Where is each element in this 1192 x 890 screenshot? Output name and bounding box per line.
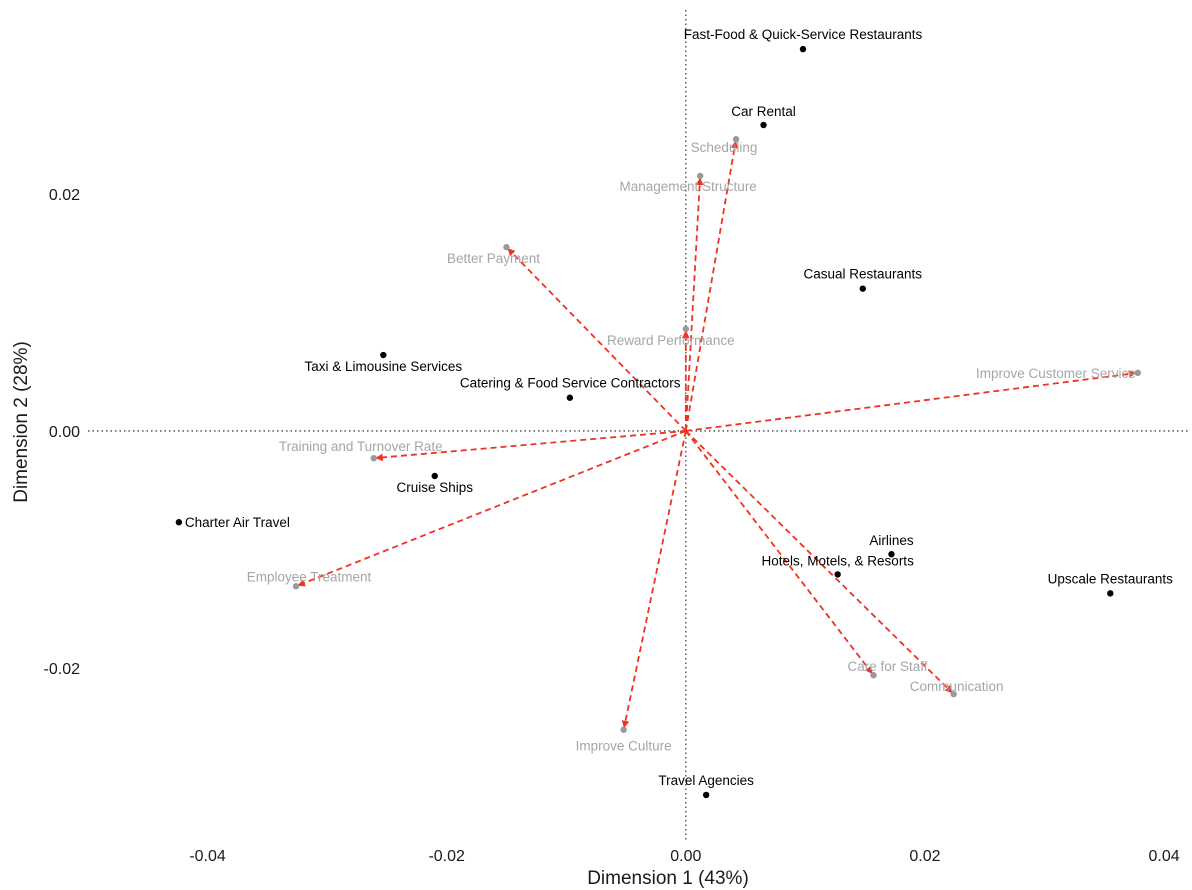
x-axis-title: Dimension 1 (43%) bbox=[587, 868, 749, 889]
column-point-employee-treatment bbox=[292, 583, 300, 590]
row-point-cruise-ships bbox=[431, 472, 438, 480]
column-points bbox=[292, 136, 1141, 733]
column-point-communication bbox=[950, 690, 957, 698]
row-label-hotels-motels-resorts: Hotels, Motels, & Resorts bbox=[762, 553, 915, 568]
arrow-care-for-staff bbox=[685, 430, 873, 675]
x-tick-label: -0.02 bbox=[428, 848, 465, 865]
column-point-training-and-turnover-rate bbox=[370, 455, 377, 462]
y-tick-label: -0.02 bbox=[44, 661, 81, 678]
row-label-casual-restaurants: Casual Restaurants bbox=[804, 267, 923, 282]
column-labels: Scheduling Management Structure Better Pay… bbox=[247, 140, 1136, 753]
x-tick-label: 0.02 bbox=[909, 848, 940, 865]
column-point-reward-performance bbox=[682, 325, 690, 333]
arrow-communication bbox=[685, 430, 953, 694]
row-point-car-rental bbox=[760, 121, 767, 129]
column-point-care-for-staff bbox=[870, 671, 877, 679]
row-point-travel-agencies bbox=[702, 791, 710, 799]
arrow-management-structure bbox=[684, 177, 704, 431]
row-label-fast-food-quick-service-restaurants: Fast-Food & Quick-Service Restaurants bbox=[684, 27, 923, 42]
y-axis-ticks: -0.02 0.00 0.02 bbox=[44, 187, 81, 678]
column-point-improve-customer-service bbox=[1134, 369, 1141, 377]
column-point-improve-culture bbox=[620, 726, 627, 733]
column-label-improve-culture: Improve Culture bbox=[576, 739, 672, 754]
row-point-fast-food-quick-service-restaurants bbox=[799, 45, 807, 53]
column-label-better-payment: Better Payment bbox=[447, 251, 540, 266]
row-label-cruise-ships: Cruise Ships bbox=[396, 480, 473, 495]
x-tick-label: 0.04 bbox=[1149, 848, 1180, 865]
reference-lines bbox=[88, 10, 1188, 840]
row-labels: Fast-Food & Quick-Service Restaurants Car… bbox=[185, 27, 1173, 788]
row-point-catering-food-service-contractors bbox=[566, 394, 574, 401]
column-label-care-for-staff: Care for Staff bbox=[848, 659, 928, 674]
arrow-better-payment bbox=[507, 248, 687, 432]
row-point-upscale-restaurants bbox=[1107, 590, 1114, 597]
arrow-improve-customer-service bbox=[685, 370, 1137, 432]
row-label-travel-agencies: Travel Agencies bbox=[658, 773, 754, 788]
x-tick-label: 0.00 bbox=[670, 848, 701, 865]
column-label-improve-customer-service: Improve Customer Service bbox=[976, 366, 1136, 381]
column-label-scheduling: Scheduling bbox=[691, 140, 758, 155]
row-point-hotels-motels-resorts bbox=[834, 571, 841, 578]
row-point-airlines bbox=[888, 551, 895, 558]
column-label-reward-performance: Reward Performance bbox=[607, 333, 735, 348]
row-label-upscale-restaurants: Upscale Restaurants bbox=[1048, 571, 1174, 586]
column-label-management-structure: Management Structure bbox=[620, 179, 757, 194]
row-label-airlines: Airlines bbox=[869, 533, 914, 548]
arrow-improve-culture bbox=[621, 430, 687, 729]
arrow-training-and-turnover-rate bbox=[375, 430, 686, 462]
y-tick-label: 0.00 bbox=[49, 424, 80, 441]
row-points bbox=[175, 45, 1114, 799]
column-point-better-payment bbox=[503, 243, 510, 251]
column-label-communication: Communication bbox=[910, 679, 1004, 694]
row-label-charter-air-travel: Charter Air Travel bbox=[185, 515, 290, 530]
y-tick-label: 0.02 bbox=[49, 187, 80, 204]
column-point-scheduling bbox=[732, 136, 740, 143]
column-label-employee-treatment: Employee Treatment bbox=[247, 569, 372, 584]
y-axis-title: Dimension 2 (28%) bbox=[11, 341, 32, 503]
row-label-catering-food-service-contractors: Catering & Food Service Contractors bbox=[460, 376, 681, 391]
x-axis-ticks: -0.04 -0.02 0.00 0.02 0.04 bbox=[189, 848, 1179, 865]
row-point-taxi-limousine-services bbox=[380, 351, 387, 359]
column-point-management-structure bbox=[696, 172, 704, 180]
column-label-training-and-turnover-rate: Training and Turnover Rate bbox=[279, 439, 443, 454]
column-arrows bbox=[297, 140, 1137, 729]
row-label-car-rental: Car Rental bbox=[731, 104, 796, 119]
x-tick-label: -0.04 bbox=[189, 848, 226, 865]
row-point-casual-restaurants bbox=[859, 285, 866, 292]
arrow-scheduling bbox=[684, 140, 739, 432]
row-label-taxi-limousine-services: Taxi & Limousine Services bbox=[305, 359, 463, 374]
row-point-charter-air-travel bbox=[175, 519, 183, 526]
